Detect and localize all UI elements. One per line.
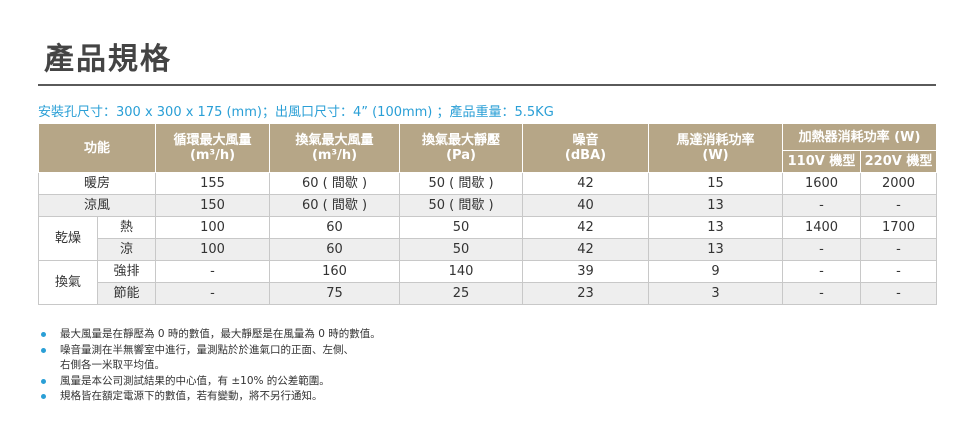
table-cell: - [860, 238, 938, 261]
row-sub-label: 強排 [96, 260, 157, 283]
table-cell: 100 [155, 238, 271, 261]
installation-spec-line: 安裝孔尺寸：300 x 300 x 175 (mm)；出風口尺寸：4” (100… [38, 105, 554, 120]
table-cell: 60 ( 間歇 ) [269, 172, 401, 195]
bullet-icon [41, 394, 46, 399]
header-static-pressure: 換氣最大靜壓 (Pa) [399, 123, 524, 173]
table-cell: 60 [269, 238, 401, 261]
bullet-icon [41, 332, 46, 337]
table-cell: 23 [522, 282, 650, 305]
table-row: 節能 - 75 25 23 3 - - [39, 282, 938, 305]
table-cell: 1700 [860, 216, 938, 239]
table-cell: - [782, 194, 862, 217]
header-function: 功能 [37, 123, 157, 173]
header-110v: 110V 機型 [782, 150, 862, 173]
table-cell: 50 ( 間歇 ) [399, 194, 524, 217]
table-cell: 60 [269, 216, 401, 239]
table-cell: 13 [648, 216, 784, 239]
row-sub-label: 涼 [96, 238, 157, 261]
table-cell: 100 [155, 216, 271, 239]
note-item: 最大風量是在靜壓為 0 時的數值，最大靜壓是在風量為 0 時的數值。 [38, 327, 381, 343]
row-sub-label: 節能 [96, 282, 157, 305]
table-cell: 40 [522, 194, 650, 217]
table-cell: 50 [399, 238, 524, 261]
table-row: 涼 100 60 50 42 13 - - [39, 238, 938, 261]
table-cell: 1600 [782, 172, 862, 195]
table-row: 乾燥 熱 100 60 50 42 13 1400 1700 [38, 216, 938, 261]
header-noise: 噪音 (dBA) [522, 123, 650, 173]
table-cell: 60 ( 間歇 ) [269, 194, 401, 217]
row-group-label: 乾燥 [38, 216, 98, 261]
spec-table: 功能 循環最大風量 (m³/h) 換氣最大風量 (m³/h) 換氣最大靜壓 (Pa) … [37, 123, 938, 305]
table-cell: - [860, 194, 938, 217]
table-cell: 160 [269, 260, 401, 283]
table-cell: - [782, 282, 862, 305]
table-cell: - [782, 260, 862, 283]
table-row: 暖房 155 60 ( 間歇 ) 50 ( 間歇 ) 42 15 1600 20… [37, 172, 938, 195]
bullet-icon [41, 347, 46, 353]
table-cell: 13 [648, 238, 784, 261]
table-cell: 140 [399, 260, 524, 283]
table-cell: 150 [155, 194, 271, 217]
table-cell: 39 [522, 260, 650, 283]
table-cell: 50 [399, 216, 524, 239]
table-cell: - [860, 282, 938, 305]
table-cell: - [155, 260, 271, 283]
header-motor-power: 馬達消耗功率 (W) [648, 123, 784, 173]
table-cell: 50 ( 間歇 ) [399, 172, 524, 195]
table-cell: 15 [648, 172, 784, 195]
table-cell: 1400 [782, 216, 862, 239]
spec-notes: 最大風量是在靜壓為 0 時的數值，最大靜壓是在風量為 0 時的數值。 噪音量測在… [38, 327, 381, 405]
table-cell: 42 [522, 216, 650, 239]
table-cell: 25 [399, 282, 524, 305]
header-exhaust-flow: 換氣最大風量 (m³/h) [269, 123, 401, 173]
table-cell: 13 [648, 194, 784, 217]
table-cell: - [155, 282, 271, 305]
header-heater-power: 加熱器消耗功率 (W) [782, 123, 938, 151]
table-cell: 3 [648, 282, 784, 305]
note-item: 風量是本公司測試結果的中心值，有 ±10% 的公差範圍。 [38, 374, 381, 390]
title-divider [38, 84, 936, 86]
table-row: 換氣 強排 - 160 140 39 9 - - [38, 260, 938, 305]
page-title: 產品規格 [44, 42, 172, 77]
table-cell: 9 [648, 260, 784, 283]
note-item: 規格皆在額定電源下的數值，若有變動，將不另行通知。 [38, 389, 381, 405]
header-circulation-flow: 循環最大風量 (m³/h) [155, 123, 271, 173]
table-cell: 2000 [860, 172, 938, 195]
table-row: 涼風 150 60 ( 間歇 ) 50 ( 間歇 ) 40 13 - - [37, 194, 938, 217]
table-cell: 42 [522, 238, 650, 261]
row-group-label: 換氣 [38, 260, 98, 305]
row-label: 暖房 [37, 172, 157, 195]
table-cell: 42 [522, 172, 650, 195]
note-item-continued: 右側各一米取平均值。 [60, 359, 165, 371]
row-sub-label: 熱 [96, 216, 157, 239]
table-cell: 155 [155, 172, 271, 195]
row-label: 涼風 [37, 194, 157, 217]
table-cell: - [860, 260, 938, 283]
table-cell: - [782, 238, 862, 261]
table-cell: 75 [269, 282, 401, 305]
bullet-icon [41, 378, 46, 384]
header-220v: 220V 機型 [860, 150, 938, 173]
note-item: 噪音量測在半無響室中進行，量測點於於進氣口的正面、左側、 [38, 343, 381, 359]
